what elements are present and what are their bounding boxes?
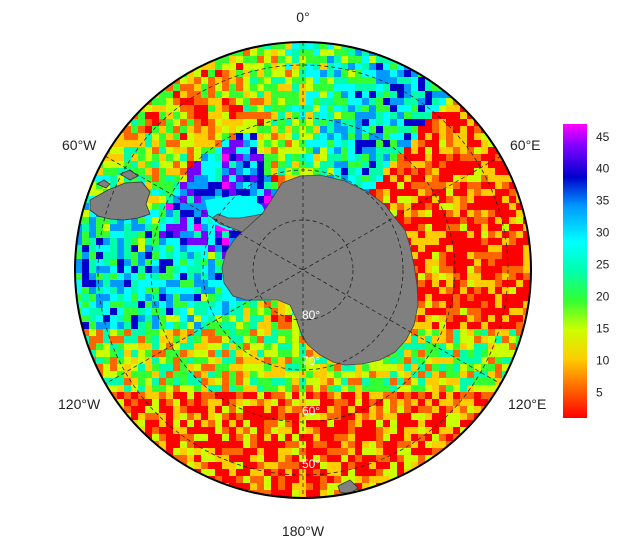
colorbar-tick-label: 5 (596, 385, 603, 399)
latitude-circle-50 (97, 64, 509, 476)
lon-label-120w: 120°W (58, 396, 101, 412)
antarctic-peninsula (211, 213, 264, 233)
colorbar-tick-label: 25 (596, 258, 610, 272)
antarctica-landmass (221, 174, 419, 366)
south-america-islands (96, 169, 139, 189)
graticule (97, 42, 509, 498)
colorbar-tick-label: 15 (596, 322, 610, 336)
colorbar-tick-label: 30 (596, 226, 610, 240)
map-outline (74, 41, 532, 499)
lon-label-180w: 180°W (282, 523, 325, 539)
south-america-tip (89, 181, 151, 221)
colorbar-tick-label: 20 (596, 290, 610, 304)
new-zealand-fragment (337, 479, 359, 495)
latitude-circle-80 (252, 219, 354, 321)
colorbar-tick-label: 40 (596, 162, 610, 176)
lon-label-60w: 60°W (62, 137, 97, 153)
meridian-60e-120w (104, 155, 502, 385)
colorbar-tick-label: 45 (596, 130, 610, 144)
lat-label-50: 50° (302, 457, 320, 471)
meridian-60w-120e (104, 155, 502, 385)
lon-label-0: 0° (296, 9, 309, 25)
lat-label-60: 60° (302, 404, 320, 418)
colorbar-tick-label: 10 (596, 353, 610, 367)
colorbar: 45 40 35 30 25 20 15 10 5 (563, 124, 610, 418)
colorbar-tick-label: 35 (596, 194, 610, 208)
lat-label-70: 70° (302, 354, 320, 368)
lat-label-80: 80° (302, 308, 320, 322)
colorbar-gradient (563, 124, 587, 418)
colorbar-ticks: 45 40 35 30 25 20 15 10 5 (596, 130, 610, 400)
lon-label-120e: 120°E (508, 396, 546, 412)
lon-label-60e: 60°E (510, 137, 541, 153)
